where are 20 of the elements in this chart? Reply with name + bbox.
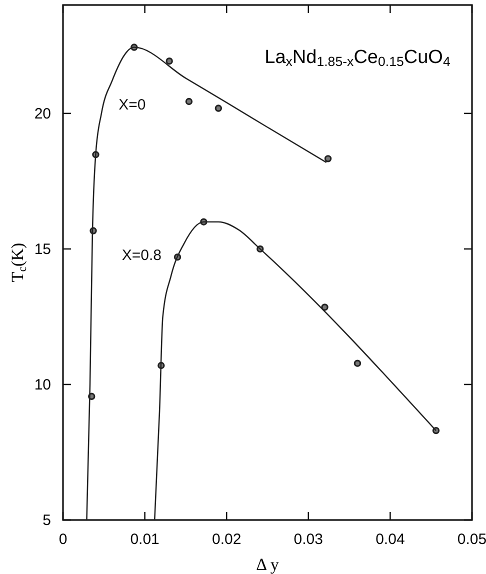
text: X=0 xyxy=(118,96,146,114)
x-tick-label: 0.04 xyxy=(376,531,405,548)
point xyxy=(185,98,193,106)
x-tick-label: 0.03 xyxy=(294,531,323,548)
x-tick-label: 0.05 xyxy=(457,531,486,548)
x-tick-label: 0 xyxy=(58,531,68,548)
point xyxy=(354,360,362,367)
point xyxy=(324,155,332,162)
point xyxy=(214,104,222,112)
y-tick-label: 15 xyxy=(34,240,51,258)
point xyxy=(166,58,173,65)
x-tick-label: 0.02 xyxy=(212,531,242,548)
series-label: X=0.8 xyxy=(122,246,162,264)
y-tick-label: 20 xyxy=(34,105,51,122)
x-tick-label: 0.01 xyxy=(130,531,160,548)
y-tick-label: 10 xyxy=(34,376,51,394)
text: La$_{x}$Nd$_{1.85-x}$Ce$_{0.15}$CuO$_{4}$ xyxy=(264,47,450,70)
point xyxy=(321,304,328,311)
y-tick-label: 5 xyxy=(42,512,51,529)
x-axis-title: Δ y xyxy=(256,555,280,574)
